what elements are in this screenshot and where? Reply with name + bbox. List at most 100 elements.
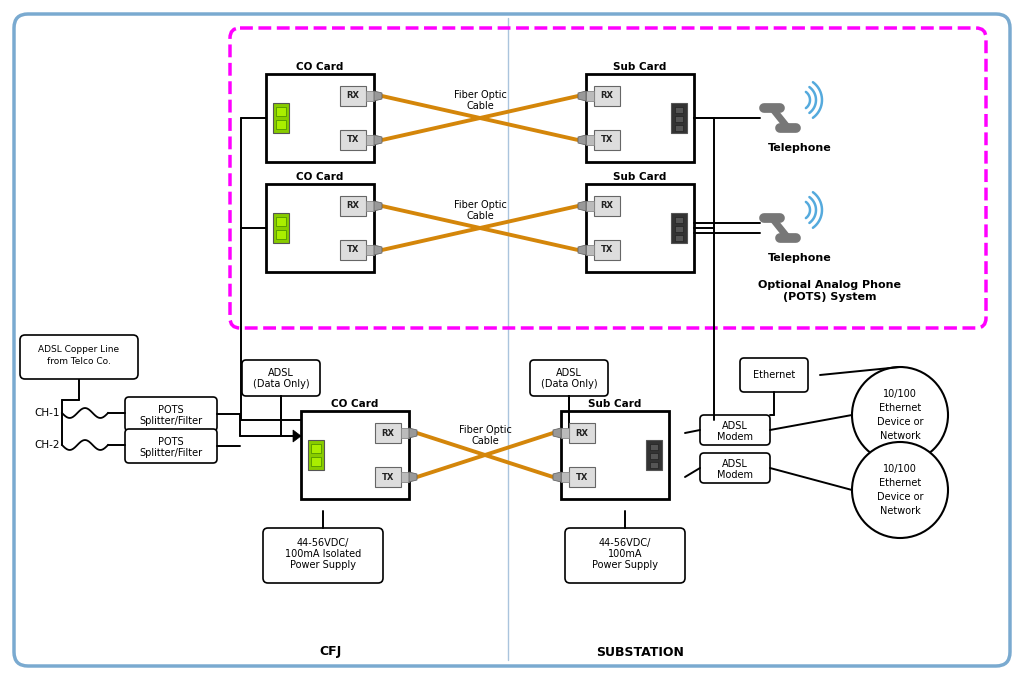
Text: Power Supply: Power Supply — [290, 560, 356, 570]
Text: ADSL: ADSL — [722, 421, 748, 431]
Bar — [561, 411, 669, 499]
Bar — [586, 184, 694, 272]
Text: Cable: Cable — [466, 211, 494, 221]
Polygon shape — [374, 135, 382, 145]
Bar — [650, 453, 658, 459]
Bar — [340, 130, 366, 150]
Text: Fiber Optic: Fiber Optic — [459, 425, 511, 435]
Text: RX: RX — [382, 428, 394, 437]
Bar — [561, 472, 569, 482]
FancyBboxPatch shape — [20, 335, 138, 379]
Polygon shape — [374, 91, 382, 101]
Bar — [308, 440, 324, 470]
Text: Device or: Device or — [877, 417, 924, 427]
Bar — [366, 91, 374, 101]
Bar — [276, 120, 286, 129]
Bar — [311, 444, 321, 453]
Text: Power Supply: Power Supply — [592, 560, 658, 570]
Text: Ethernet: Ethernet — [753, 370, 795, 380]
Text: RX: RX — [600, 91, 613, 101]
Text: 100mA Isolated: 100mA Isolated — [285, 549, 361, 559]
Bar — [569, 467, 595, 487]
Bar — [650, 444, 658, 450]
Bar — [594, 86, 620, 106]
Text: TX: TX — [601, 136, 613, 144]
Text: 100mA: 100mA — [608, 549, 642, 559]
Bar — [276, 230, 286, 239]
FancyBboxPatch shape — [125, 429, 217, 463]
FancyBboxPatch shape — [125, 397, 217, 431]
Text: Sub Card: Sub Card — [613, 62, 667, 72]
Bar — [675, 116, 683, 122]
Text: 44-56VDC/: 44-56VDC/ — [297, 538, 349, 548]
Text: (Data Only): (Data Only) — [253, 379, 309, 389]
Text: TX: TX — [382, 473, 394, 481]
Text: Network: Network — [880, 431, 921, 441]
Text: CFJ: CFJ — [318, 646, 341, 659]
Text: Telephone: Telephone — [768, 253, 831, 263]
Text: CH-1: CH-1 — [34, 408, 59, 418]
Text: RX: RX — [346, 202, 359, 210]
Bar — [340, 240, 366, 260]
Text: Sub Card: Sub Card — [589, 399, 642, 409]
Bar — [276, 217, 286, 226]
Text: Cable: Cable — [471, 436, 499, 446]
Text: TX: TX — [601, 245, 613, 255]
Text: CO Card: CO Card — [296, 62, 344, 72]
Bar — [594, 130, 620, 150]
FancyBboxPatch shape — [263, 528, 383, 583]
Text: Modem: Modem — [717, 470, 753, 480]
Bar — [340, 86, 366, 106]
Bar — [675, 125, 683, 131]
Polygon shape — [578, 245, 586, 255]
Text: CO Card: CO Card — [332, 399, 379, 409]
Text: 44-56VDC/: 44-56VDC/ — [599, 538, 651, 548]
Text: ADSL: ADSL — [556, 368, 582, 378]
FancyBboxPatch shape — [700, 453, 770, 483]
Bar — [586, 135, 594, 145]
Text: from Telco Co.: from Telco Co. — [47, 358, 111, 366]
Bar — [273, 213, 289, 243]
Bar — [671, 213, 687, 243]
Bar — [366, 201, 374, 211]
Bar — [675, 235, 683, 241]
Bar — [375, 467, 401, 487]
Bar — [675, 226, 683, 232]
Text: ADSL Copper Line: ADSL Copper Line — [39, 345, 120, 355]
Text: Splitter/Filter: Splitter/Filter — [139, 416, 203, 426]
Polygon shape — [553, 472, 561, 482]
Text: SUBSTATION: SUBSTATION — [596, 646, 684, 659]
Polygon shape — [578, 91, 586, 101]
Text: Device or: Device or — [877, 492, 924, 502]
Bar — [401, 472, 409, 482]
Text: Ethernet: Ethernet — [879, 403, 922, 413]
Circle shape — [852, 367, 948, 463]
Circle shape — [852, 442, 948, 538]
Text: ADSL: ADSL — [722, 459, 748, 469]
Text: RX: RX — [575, 428, 589, 437]
Bar — [675, 217, 683, 223]
Bar — [273, 103, 289, 133]
Polygon shape — [374, 201, 382, 211]
Bar — [675, 107, 683, 113]
Bar — [646, 440, 662, 470]
Bar — [594, 196, 620, 216]
Bar — [650, 462, 658, 468]
Bar — [586, 245, 594, 255]
Bar — [594, 240, 620, 260]
Text: Fiber Optic: Fiber Optic — [454, 90, 507, 100]
Polygon shape — [578, 135, 586, 145]
FancyBboxPatch shape — [700, 415, 770, 445]
Text: (Data Only): (Data Only) — [541, 379, 597, 389]
Bar — [561, 428, 569, 438]
Text: 10/100: 10/100 — [883, 464, 916, 474]
Polygon shape — [374, 245, 382, 255]
Text: CH-2: CH-2 — [34, 440, 59, 450]
Text: Telephone: Telephone — [768, 143, 831, 153]
Bar — [375, 423, 401, 443]
Bar — [266, 74, 374, 162]
Bar — [586, 74, 694, 162]
Text: Fiber Optic: Fiber Optic — [454, 200, 507, 210]
FancyBboxPatch shape — [14, 14, 1010, 666]
Bar — [671, 103, 687, 133]
